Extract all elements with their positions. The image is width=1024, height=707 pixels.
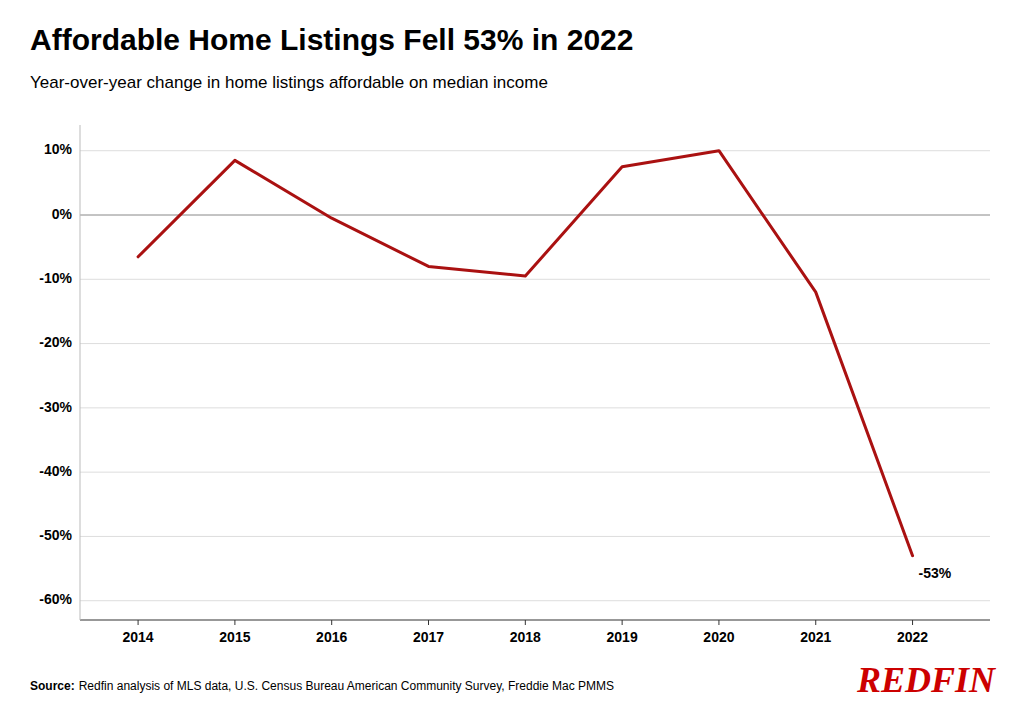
y-tick-label: -30% <box>39 399 72 415</box>
x-tick-label: 2020 <box>703 629 734 645</box>
y-tick-label: 10% <box>44 141 73 157</box>
line <box>138 151 912 556</box>
y-tick-label: 0% <box>52 206 73 222</box>
grid-line <box>80 536 990 537</box>
grid <box>80 151 990 601</box>
grid-line <box>80 472 990 473</box>
y-tick-label: -50% <box>39 527 72 543</box>
grid-line <box>80 279 990 280</box>
grid-line <box>80 600 990 601</box>
x-tick <box>331 620 332 625</box>
x-tick-label: 2017 <box>413 629 444 645</box>
y-tick-label: -40% <box>39 463 72 479</box>
x-tick <box>428 620 429 625</box>
x-tick-label: 2022 <box>897 629 928 645</box>
chart: Affordable Home Listings Fell 53% in 202… <box>0 0 1024 707</box>
x-tick-label: 2019 <box>607 629 638 645</box>
subtitle: Year-over-year change in home listings a… <box>30 73 548 92</box>
logo: REDFIN <box>856 660 997 700</box>
x-tick <box>718 620 719 625</box>
x-axis <box>80 619 990 620</box>
x-tick-label: 2016 <box>316 629 347 645</box>
y-axis <box>80 125 81 620</box>
title: Affordable Home Listings Fell 53% in 202… <box>30 23 634 56</box>
grid-line <box>80 407 990 408</box>
y-tick-label: -20% <box>39 334 72 350</box>
plot-area <box>138 151 912 556</box>
x-tick <box>622 620 623 625</box>
x-tick-label: 2021 <box>800 629 831 645</box>
x-tick <box>912 620 913 625</box>
x-tick <box>815 620 816 625</box>
x-tick-label: 2014 <box>123 629 154 645</box>
grid-line <box>80 150 990 151</box>
source-label: Source: <box>30 679 75 693</box>
x-tick <box>525 620 526 625</box>
grid-line <box>80 215 990 216</box>
x-tick <box>138 620 139 625</box>
y-tick-label: -10% <box>39 270 72 286</box>
x-tick-label: 2015 <box>219 629 250 645</box>
annotation: -53% <box>919 565 952 581</box>
x-tick <box>234 620 235 625</box>
grid-line <box>80 343 990 344</box>
y-tick-label: -60% <box>39 591 72 607</box>
x-tick-label: 2018 <box>510 629 541 645</box>
source: Redfin analysis of MLS data, U.S. Census… <box>79 679 614 693</box>
